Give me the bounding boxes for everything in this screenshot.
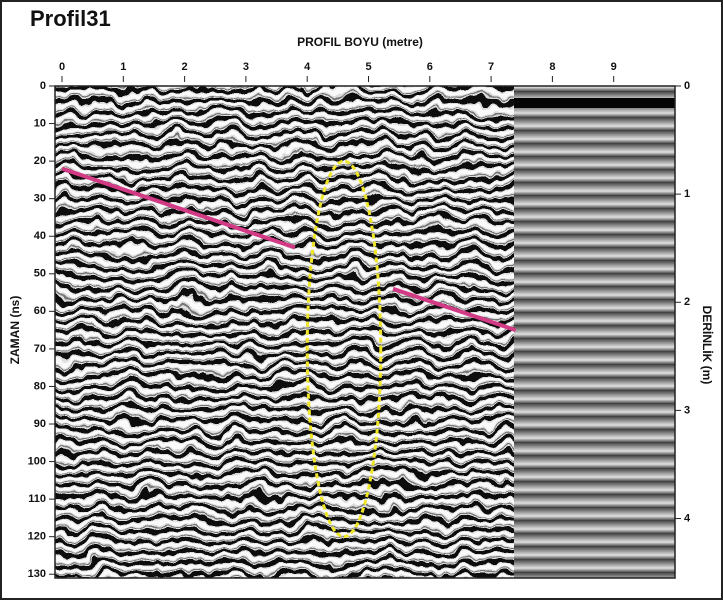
x-axis-label: PROFIL BOYU (metre) — [297, 35, 423, 49]
x-tick-label: 9 — [611, 61, 617, 73]
y-tick-label: 120 — [28, 531, 46, 543]
radargram — [55, 86, 675, 578]
title: Profil31 — [30, 6, 111, 31]
interface-line — [61, 166, 517, 333]
anomaly-ellipse — [305, 159, 383, 539]
y2-tick-label: 4 — [684, 512, 691, 524]
y-tick-label: 110 — [28, 493, 46, 505]
y-tick-label: 30 — [34, 193, 46, 205]
y-tick-label: 130 — [28, 568, 46, 580]
y-axis-label: ZAMAN (ns) — [8, 296, 22, 365]
y-tick-label: 0 — [40, 80, 46, 92]
x-tick-label: 3 — [243, 61, 249, 73]
y2-tick-label: 0 — [684, 80, 690, 92]
y-tick-label: 90 — [34, 418, 46, 430]
y2-axis-label: DERİNLİK (m) — [700, 306, 715, 385]
y-tick-label: 70 — [34, 343, 46, 355]
x-tick-label: 8 — [549, 61, 555, 73]
y-tick-label: 60 — [34, 305, 46, 317]
plot-border — [54, 85, 676, 579]
x-tick-label: 1 — [120, 61, 126, 73]
y-tick-label: 100 — [28, 455, 46, 467]
y2-tick-label: 2 — [684, 296, 690, 308]
y-tick-label: 20 — [34, 155, 46, 167]
x-tick-label: 2 — [182, 61, 188, 73]
x-tick-label: 7 — [488, 61, 494, 73]
y-tick-label: 40 — [34, 230, 46, 242]
y-tick-label: 50 — [34, 268, 46, 280]
y2-tick-label: 3 — [684, 404, 690, 416]
x-tick-label: 0 — [59, 61, 65, 73]
x-tick-label: 4 — [304, 61, 311, 73]
x-tick-label: 6 — [427, 61, 433, 73]
x-tick-label: 5 — [365, 61, 371, 73]
y2-tick-label: 1 — [684, 188, 690, 200]
y-tick-label: 10 — [34, 117, 46, 129]
y-tick-label: 80 — [34, 380, 46, 392]
